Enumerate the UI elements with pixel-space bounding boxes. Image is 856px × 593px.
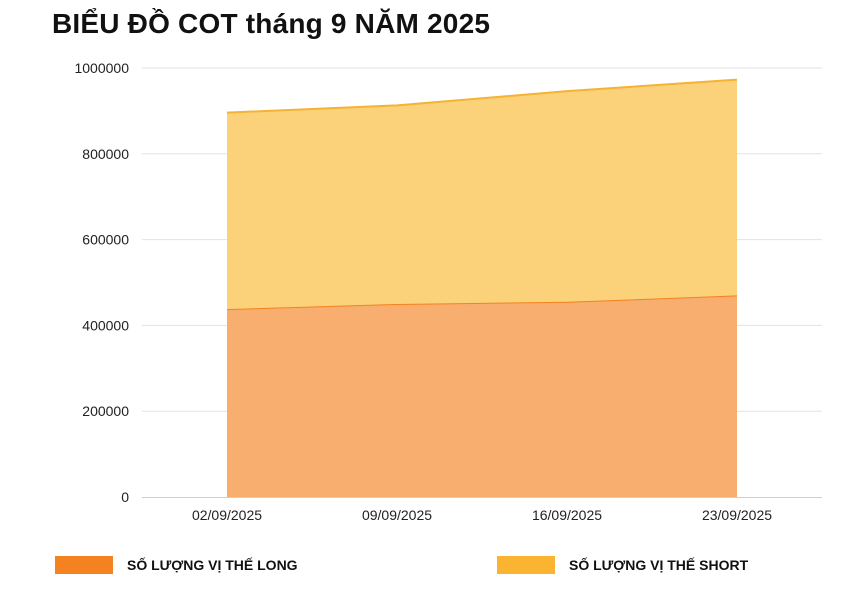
y-tick-label-600000: 600000	[82, 232, 129, 248]
y-tick-label-1000000: 1000000	[74, 60, 129, 76]
area-short	[227, 79, 737, 310]
legend-label-short: SỐ LƯỢNG VỊ THẾ SHORT	[569, 557, 749, 573]
y-tick-label-200000: 200000	[82, 403, 129, 419]
y-tick-label-800000: 800000	[82, 146, 129, 162]
x-tick-label-02/09/2025: 02/09/2025	[192, 507, 262, 523]
area-long	[227, 295, 737, 497]
legend-swatch-short	[497, 556, 555, 574]
legend-item-long: SỐ LƯỢNG VỊ THẾ LONG	[55, 556, 298, 574]
x-tick-label-23/09/2025: 23/09/2025	[702, 507, 772, 523]
y-tick-label-400000: 400000	[82, 317, 129, 333]
x-tick-label-16/09/2025: 16/09/2025	[532, 507, 602, 523]
legend-label-long: SỐ LƯỢNG VỊ THẾ LONG	[127, 557, 298, 573]
areas	[226, 78, 738, 497]
legend-item-short: SỐ LƯỢNG VỊ THẾ SHORT	[497, 556, 748, 574]
axes: 0 200000 400000 600000 800000 1000000 02/09/20…	[74, 60, 822, 523]
line-short	[226, 78, 738, 114]
legend-swatch-long	[55, 556, 113, 574]
chart-title: BIỂU ĐỒ COT tháng 9 NĂM 2025	[52, 8, 491, 39]
x-tick-label-09/09/2025: 09/09/2025	[362, 507, 432, 523]
y-tick-label-0: 0	[121, 489, 129, 505]
